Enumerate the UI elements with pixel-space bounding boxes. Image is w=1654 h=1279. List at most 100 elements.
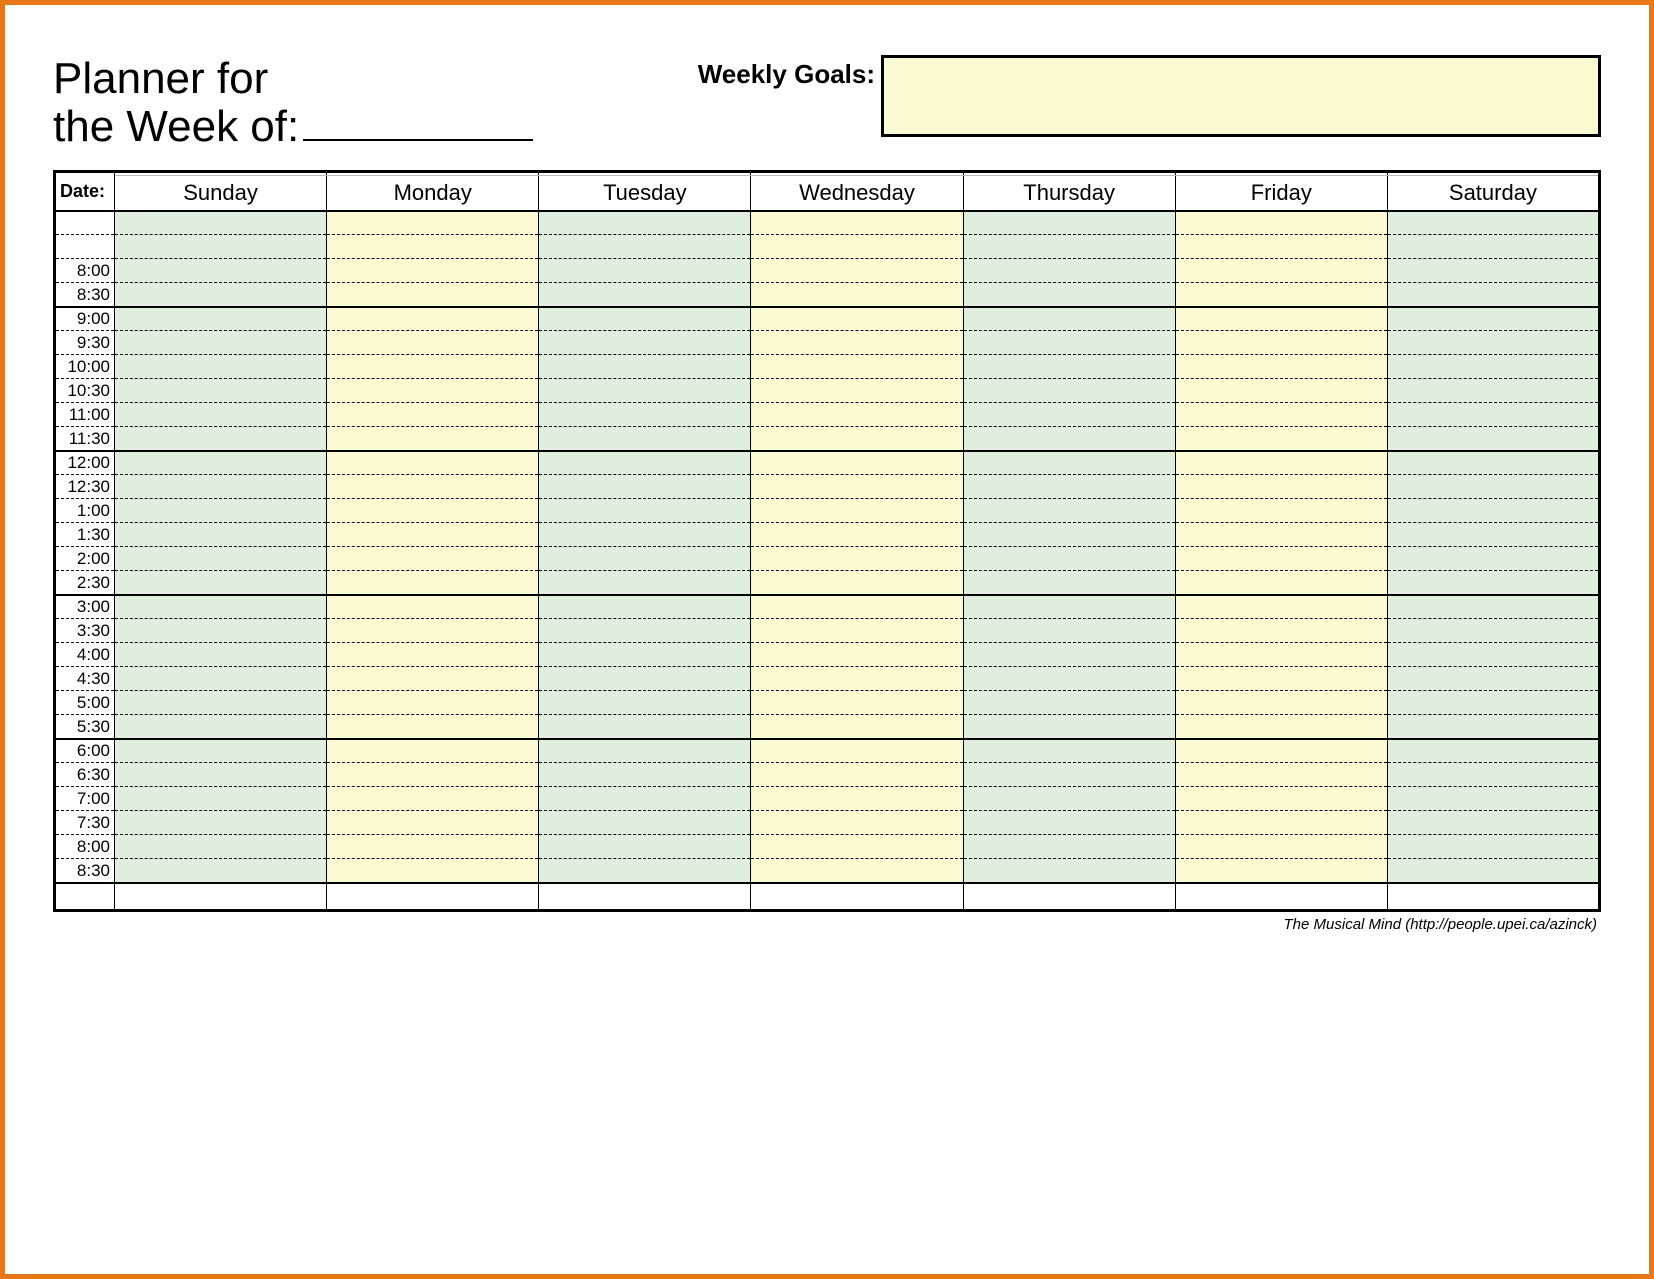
slot-cell[interactable] <box>1387 283 1599 307</box>
slot-cell[interactable] <box>1387 499 1599 523</box>
slot-cell[interactable] <box>1387 259 1599 283</box>
slot-cell[interactable] <box>1387 355 1599 379</box>
slot-cell[interactable] <box>1175 403 1387 427</box>
slot-cell[interactable] <box>539 259 751 283</box>
slot-cell[interactable] <box>327 667 539 691</box>
slot-cell[interactable] <box>539 451 751 475</box>
slot-cell[interactable] <box>1175 859 1387 883</box>
slot-cell[interactable] <box>1175 667 1387 691</box>
slot-cell[interactable] <box>963 595 1175 619</box>
slot-cell[interactable] <box>327 355 539 379</box>
slot-cell[interactable] <box>1387 235 1599 259</box>
slot-cell[interactable] <box>963 643 1175 667</box>
slot-cell[interactable] <box>539 667 751 691</box>
slot-cell[interactable] <box>1175 451 1387 475</box>
slot-cell[interactable] <box>1175 691 1387 715</box>
slot-cell[interactable] <box>115 739 327 763</box>
slot-cell[interactable] <box>1387 211 1599 235</box>
slot-cell[interactable] <box>1175 499 1387 523</box>
slot-cell[interactable] <box>539 691 751 715</box>
slot-cell[interactable] <box>539 763 751 787</box>
slot-cell[interactable] <box>327 499 539 523</box>
slot-cell[interactable] <box>751 691 963 715</box>
slot-cell[interactable] <box>963 859 1175 883</box>
slot-cell[interactable] <box>539 811 751 835</box>
slot-cell[interactable] <box>751 547 963 571</box>
slot-cell[interactable] <box>1175 523 1387 547</box>
slot-cell[interactable] <box>1387 787 1599 811</box>
slot-cell[interactable] <box>1175 739 1387 763</box>
slot-cell[interactable] <box>963 451 1175 475</box>
slot-cell[interactable] <box>539 739 751 763</box>
slot-cell[interactable] <box>1175 427 1387 451</box>
slot-cell[interactable] <box>751 283 963 307</box>
slot-cell[interactable] <box>327 835 539 859</box>
slot-cell[interactable] <box>963 835 1175 859</box>
slot-cell[interactable] <box>539 211 751 235</box>
slot-cell[interactable] <box>115 355 327 379</box>
slot-cell[interactable] <box>115 499 327 523</box>
slot-cell[interactable] <box>751 811 963 835</box>
slot-cell[interactable] <box>539 595 751 619</box>
slot-cell[interactable] <box>1387 739 1599 763</box>
slot-cell[interactable] <box>751 403 963 427</box>
slot-cell[interactable] <box>751 763 963 787</box>
slot-cell[interactable] <box>963 523 1175 547</box>
slot-cell[interactable] <box>963 571 1175 595</box>
slot-cell[interactable] <box>327 259 539 283</box>
slot-cell[interactable] <box>1387 763 1599 787</box>
slot-cell[interactable] <box>327 619 539 643</box>
slot-cell[interactable] <box>327 523 539 547</box>
slot-cell[interactable] <box>539 475 751 499</box>
slot-cell[interactable] <box>115 571 327 595</box>
slot-cell[interactable] <box>115 283 327 307</box>
slot-cell[interactable] <box>1387 307 1599 331</box>
slot-cell[interactable] <box>963 547 1175 571</box>
slot-cell[interactable] <box>963 475 1175 499</box>
slot-cell[interactable] <box>327 811 539 835</box>
slot-cell[interactable] <box>1387 427 1599 451</box>
slot-cell[interactable] <box>115 859 327 883</box>
slot-cell[interactable] <box>751 307 963 331</box>
slot-cell[interactable] <box>1175 547 1387 571</box>
slot-cell[interactable] <box>963 331 1175 355</box>
slot-cell[interactable] <box>115 715 327 739</box>
slot-cell[interactable] <box>751 355 963 379</box>
slot-cell[interactable] <box>115 547 327 571</box>
slot-cell[interactable] <box>327 475 539 499</box>
slot-cell[interactable] <box>963 787 1175 811</box>
slot-cell[interactable] <box>539 235 751 259</box>
slot-cell[interactable] <box>1175 595 1387 619</box>
slot-cell[interactable] <box>1175 235 1387 259</box>
slot-cell[interactable] <box>963 499 1175 523</box>
slot-cell[interactable] <box>1387 619 1599 643</box>
slot-cell[interactable] <box>751 235 963 259</box>
slot-cell[interactable] <box>751 595 963 619</box>
slot-cell[interactable] <box>115 619 327 643</box>
slot-cell[interactable] <box>751 379 963 403</box>
slot-cell[interactable] <box>963 259 1175 283</box>
slot-cell[interactable] <box>539 619 751 643</box>
slot-cell[interactable] <box>327 691 539 715</box>
slot-cell[interactable] <box>327 427 539 451</box>
slot-cell[interactable] <box>963 211 1175 235</box>
slot-cell[interactable] <box>1387 595 1599 619</box>
slot-cell[interactable] <box>327 571 539 595</box>
slot-cell[interactable] <box>115 811 327 835</box>
slot-cell[interactable] <box>751 619 963 643</box>
slot-cell[interactable] <box>1175 715 1387 739</box>
slot-cell[interactable] <box>1387 859 1599 883</box>
slot-cell[interactable] <box>327 235 539 259</box>
slot-cell[interactable] <box>751 259 963 283</box>
slot-cell[interactable] <box>1175 811 1387 835</box>
slot-cell[interactable] <box>963 619 1175 643</box>
slot-cell[interactable] <box>751 715 963 739</box>
slot-cell[interactable] <box>1387 451 1599 475</box>
slot-cell[interactable] <box>1387 643 1599 667</box>
slot-cell[interactable] <box>751 331 963 355</box>
slot-cell[interactable] <box>115 379 327 403</box>
slot-cell[interactable] <box>327 763 539 787</box>
slot-cell[interactable] <box>963 667 1175 691</box>
slot-cell[interactable] <box>963 283 1175 307</box>
slot-cell[interactable] <box>1387 475 1599 499</box>
